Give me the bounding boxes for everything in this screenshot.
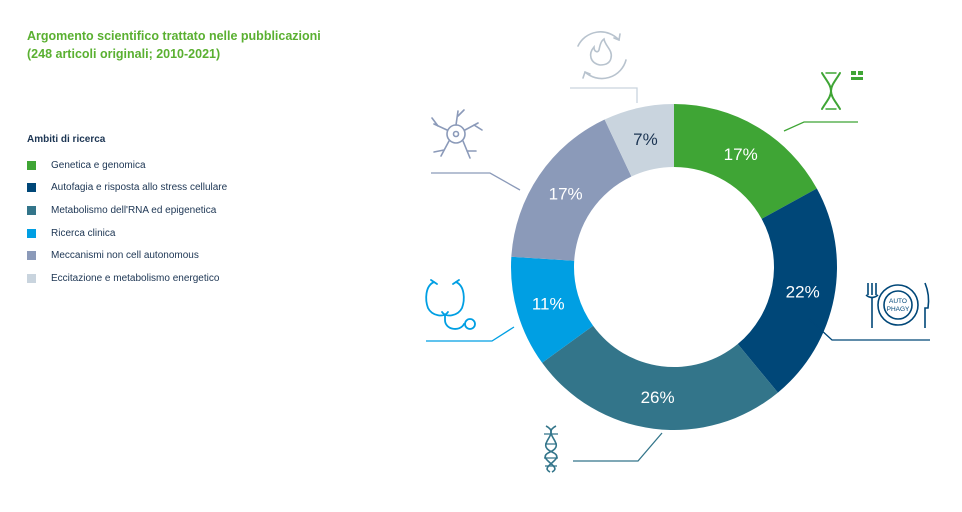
legend-label: Autofagia e risposta allo stress cellula… xyxy=(51,182,228,194)
legend-items: Genetica e genomica Autofagia e risposta … xyxy=(27,154,227,290)
autophagy-icon-text-bottom: PHAGY xyxy=(887,306,910,313)
slice-metabolismo-dell-rna-ed-epigenetica xyxy=(542,325,778,430)
autophagy-plate-icon: AUTO PHAGY xyxy=(865,282,930,328)
autophagy-icon-text-top: AUTO xyxy=(889,298,907,305)
chart-title-block: Argomento scientifico trattato nelle pub… xyxy=(27,27,321,63)
leader-line-energy xyxy=(570,87,638,103)
slice-label-metabolismo-dell-rna-ed-epigenetica: 26% xyxy=(641,388,675,407)
legend: Ambiti di ricerca Genetica e genomica Aut… xyxy=(27,134,227,290)
legend-label: Ricerca clinica xyxy=(51,227,116,239)
energy-flame-icon xyxy=(577,31,627,80)
slice-eccitazione-e-metabolismo-energetico xyxy=(604,104,674,177)
legend-label: Eccitazione e metabolismo energetico xyxy=(51,272,220,284)
slice-label-autofagia-e-risposta-allo-stress-cellulare: 22% xyxy=(786,283,820,302)
legend-item: Autofagia e risposta allo stress cellula… xyxy=(27,177,227,200)
legend-item: Eccitazione e metabolismo energetico xyxy=(27,267,227,290)
legend-item: Ricerca clinica xyxy=(27,222,227,245)
legend-swatch xyxy=(27,160,36,170)
legend-swatch xyxy=(27,251,36,261)
slice-genetica-e-genomica xyxy=(674,104,817,219)
leader-line-noncell xyxy=(431,172,521,191)
slice-label-eccitazione-e-metabolismo-energetico: 7% xyxy=(633,130,658,149)
legend-swatch xyxy=(27,205,36,215)
legend-label: Meccanismi non cell autonomous xyxy=(51,250,199,262)
chart-subtitle: (248 articoli originali; 2010-2021) xyxy=(27,47,221,61)
slice-ricerca-clinica xyxy=(510,256,594,363)
neuron-icon xyxy=(431,109,483,159)
dna-icon xyxy=(544,425,558,473)
legend-swatch xyxy=(27,228,36,238)
legend-item: Meccanismi non cell autonomous xyxy=(27,244,227,267)
legend-label: Genetica e genomica xyxy=(51,159,146,171)
chromosome-icon xyxy=(821,71,863,110)
donut-slices xyxy=(510,104,837,430)
legend-swatch xyxy=(27,183,36,193)
chart-title: Argomento scientifico trattato nelle pub… xyxy=(27,29,321,43)
leader-line-clinical xyxy=(426,326,515,342)
slice-meccanismi-non-cell-autonomous xyxy=(511,119,632,261)
legend-item: Metabolismo dell'RNA ed epigenetica xyxy=(27,199,227,222)
legend-title: Ambiti di ricerca xyxy=(27,134,106,145)
legend-swatch xyxy=(27,273,36,283)
leader-line-rna xyxy=(573,432,663,462)
stethoscope-icon xyxy=(425,279,476,330)
slice-labels: 17% 22% 26% 11% 17% 7% xyxy=(532,130,820,407)
leader-lines xyxy=(426,87,930,462)
slice-label-genetica-e-genomica: 17% xyxy=(724,145,758,164)
slice-label-meccanismi-non-cell-autonomous: 17% xyxy=(549,184,583,203)
slice-label-ricerca-clinica: 11% xyxy=(532,295,565,314)
legend-label: Metabolismo dell'RNA ed epigenetica xyxy=(51,204,217,216)
slice-autofagia-e-risposta-allo-stress-cellulare xyxy=(737,188,837,393)
legend-item: Genetica e genomica xyxy=(27,154,227,177)
leader-line-autophagy xyxy=(807,317,930,341)
leader-line-genetics xyxy=(783,121,858,132)
